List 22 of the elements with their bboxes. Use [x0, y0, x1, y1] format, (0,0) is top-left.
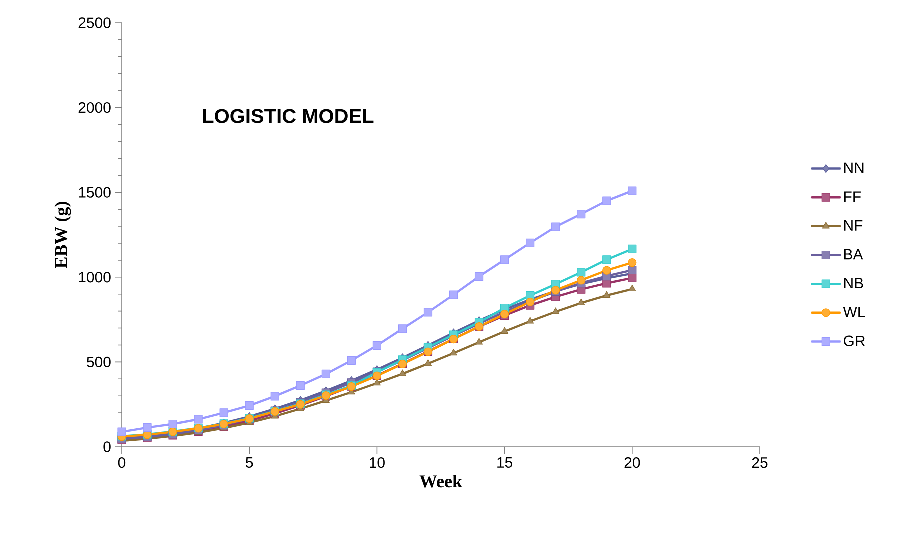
x-tick-label: 25	[752, 458, 768, 468]
x-tick-label: 5	[246, 458, 254, 468]
y-tick-label: 1000	[79, 272, 111, 283]
y-tick-label: 2500	[78, 18, 111, 28]
legend-label: FF	[844, 192, 861, 202]
y-axis-title: EBW (g)	[54, 202, 72, 268]
x-tick-label: 10	[370, 458, 385, 468]
x-tick-label: 20	[624, 458, 640, 468]
legend-label: NB	[844, 278, 864, 288]
x-tick-label: 0	[118, 458, 126, 468]
x-tick-label: 15	[498, 458, 513, 468]
y-tick-label: 0	[104, 442, 111, 452]
y-tick-label: 1500	[79, 187, 111, 198]
legend-label: BA	[844, 249, 864, 260]
y-tick-label: 2000	[78, 102, 111, 114]
text: LOGISTIC MODEL	[203, 109, 374, 124]
legend-label: NF	[844, 220, 863, 231]
y-tick-label: 500	[87, 356, 111, 368]
legend-label: GR	[844, 336, 866, 346]
legend-label: NN	[844, 162, 864, 174]
x-axis-title: Week	[420, 474, 462, 488]
legend-label: WL	[843, 306, 866, 318]
